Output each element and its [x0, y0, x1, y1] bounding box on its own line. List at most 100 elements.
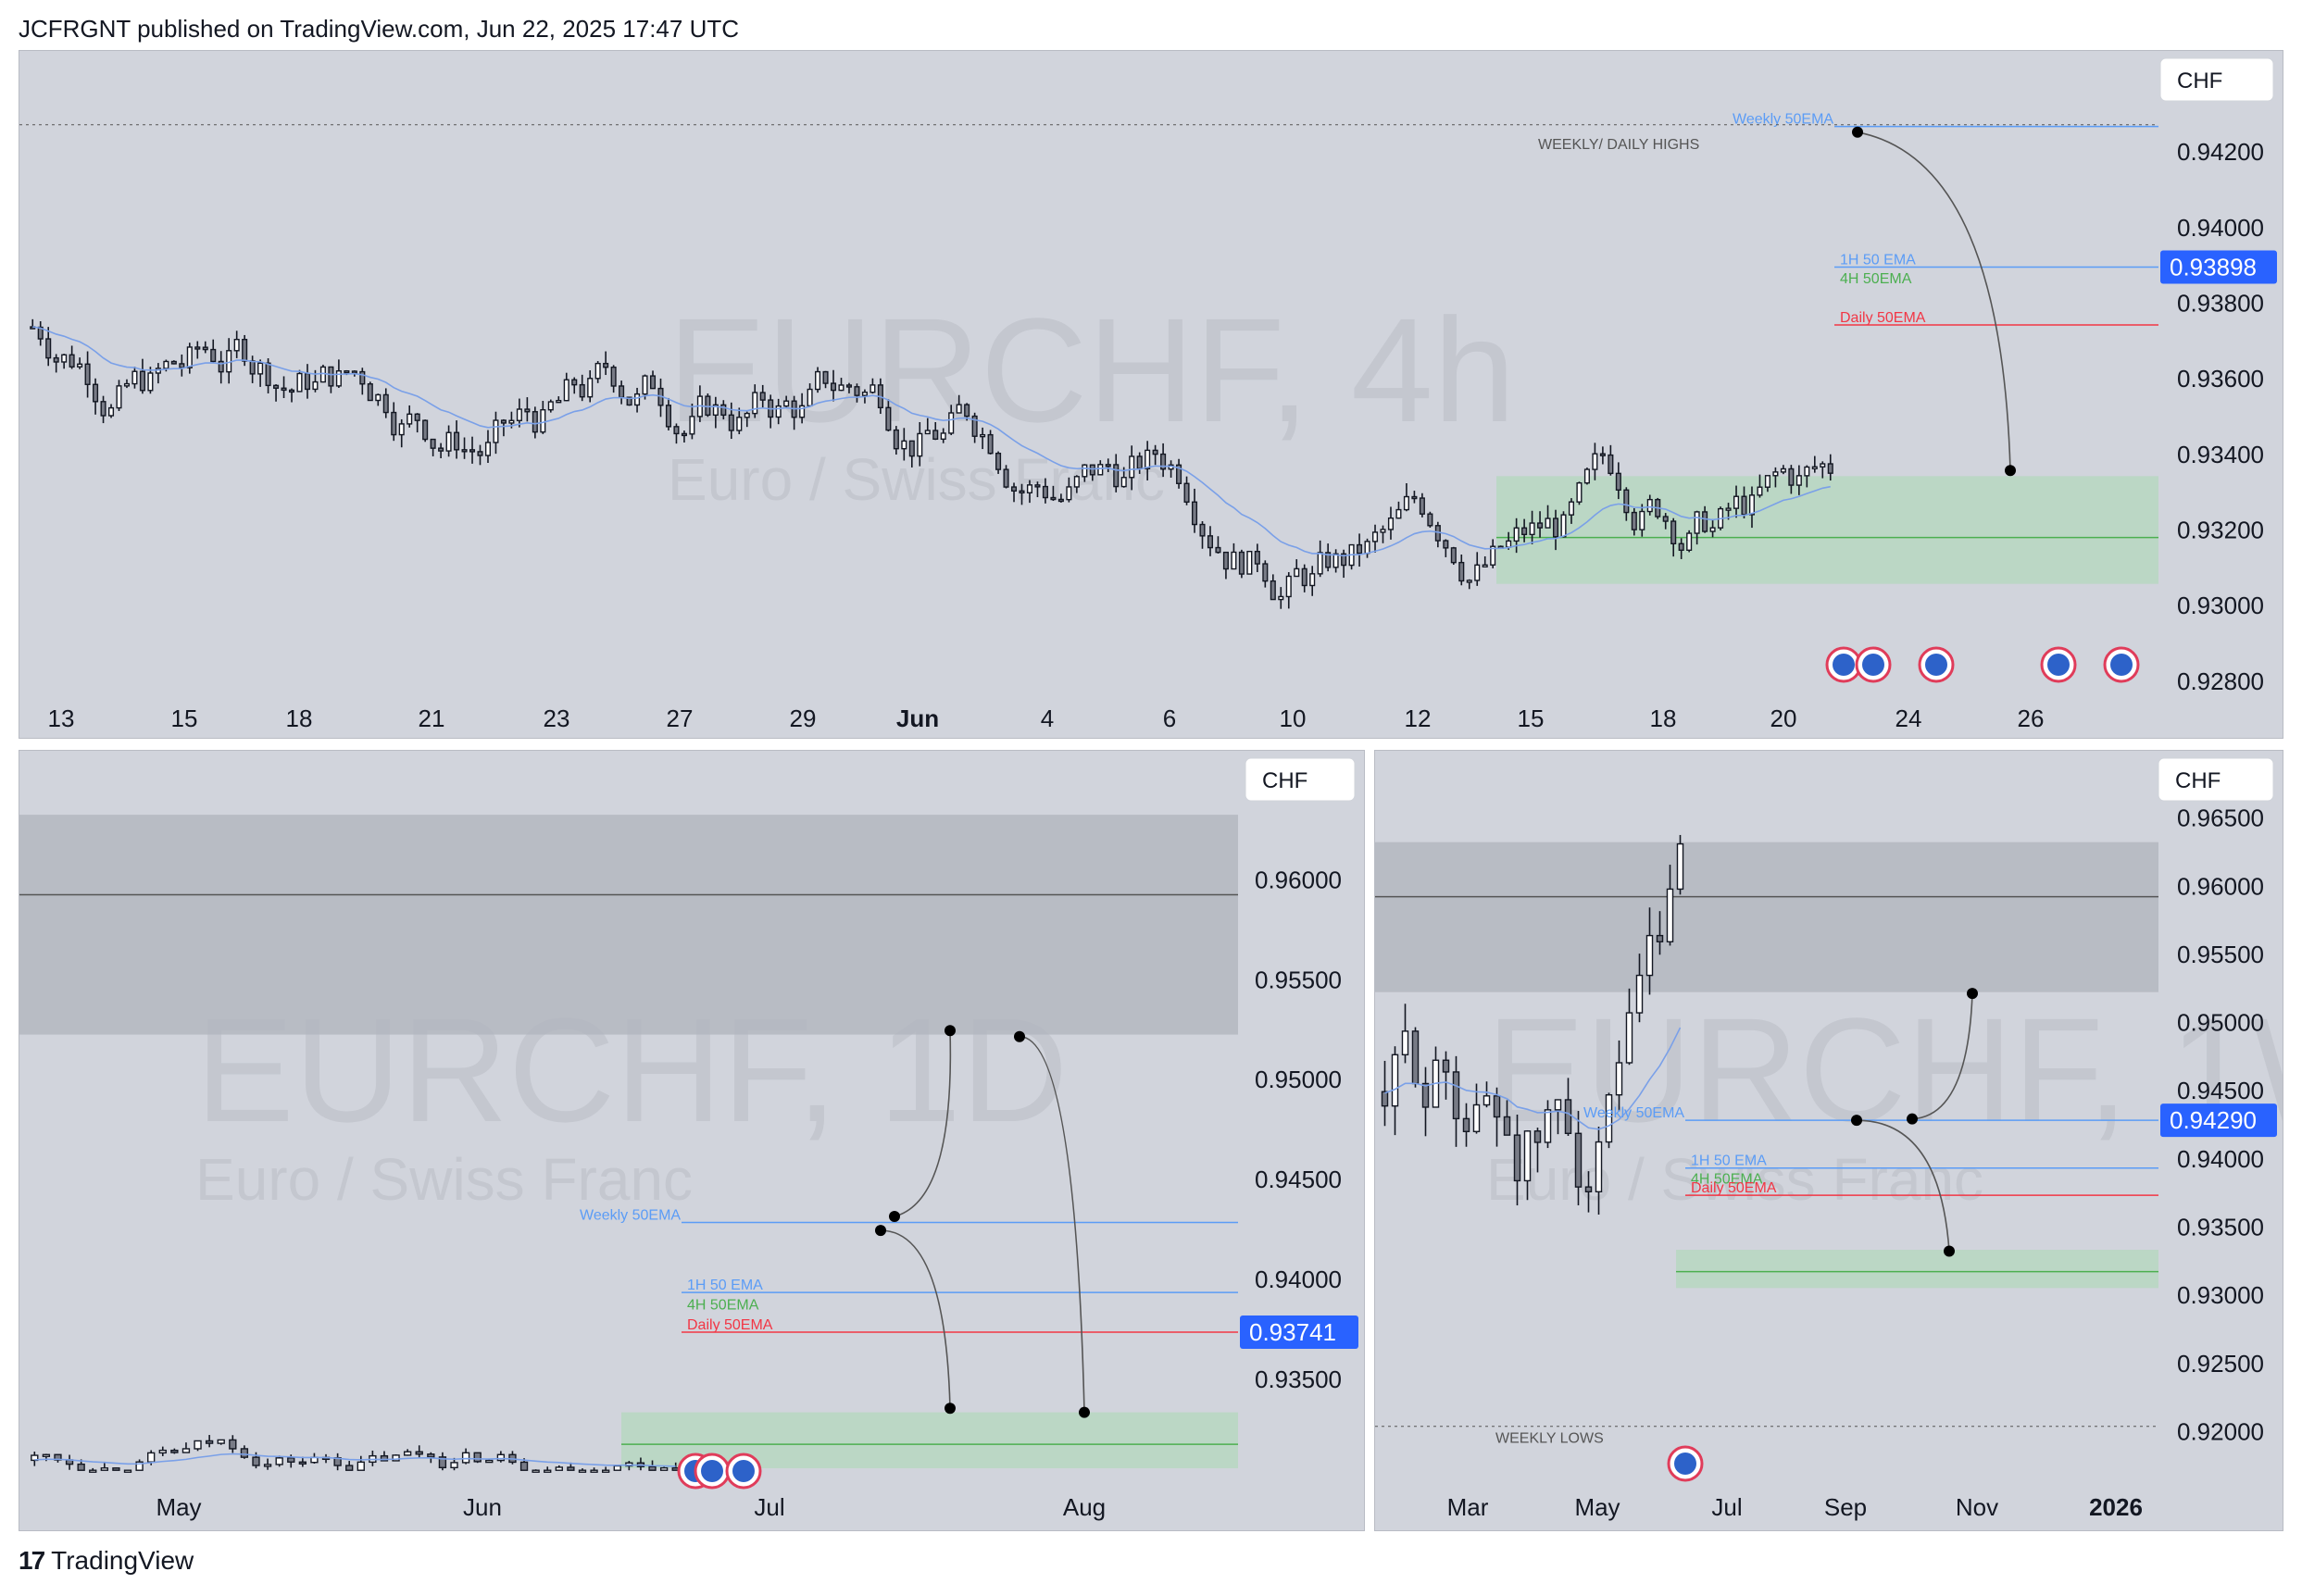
- ema-4h-label: 4H 50EMA: [1691, 1172, 1763, 1188]
- price-tick-label: 0.95000: [1255, 1066, 1342, 1093]
- candle: [1010, 482, 1018, 503]
- candle: [186, 343, 193, 374]
- candle: [556, 396, 562, 404]
- candle: [1795, 465, 1802, 495]
- candle: [438, 443, 444, 459]
- candle: [1513, 517, 1520, 554]
- candle: [473, 1452, 482, 1464]
- chart-panel-4h[interactable]: EURCHF, 4h Euro / Swiss Franc Weekly 50EMA…: [19, 50, 2283, 739]
- projection-arrow-up: [894, 1030, 952, 1217]
- candle: [31, 1452, 39, 1466]
- candle: [783, 395, 790, 407]
- candle: [61, 354, 68, 369]
- candle: [1595, 1127, 1603, 1216]
- candle: [1574, 1111, 1583, 1205]
- candle: [403, 1449, 412, 1456]
- last-price-label: 0.93898: [2170, 254, 2257, 281]
- candle: [1748, 486, 1756, 529]
- candle: [1176, 458, 1182, 489]
- candle: [1544, 1100, 1552, 1149]
- candle: [1552, 509, 1559, 551]
- candle: [304, 364, 311, 399]
- projection-arrow-long-end: [1079, 1406, 1090, 1418]
- candle: [229, 1435, 237, 1453]
- candle: [1066, 477, 1072, 503]
- candle: [885, 399, 892, 432]
- candle: [1294, 559, 1300, 578]
- projection-arrow-up-end: [945, 1025, 956, 1037]
- candle: [1364, 538, 1370, 558]
- candle: [659, 1466, 669, 1471]
- candle: [1432, 1046, 1440, 1108]
- time-tick-label: 12: [1405, 704, 1432, 732]
- time-axis: May Jun Jul Aug: [156, 1493, 1106, 1521]
- candle: [333, 1453, 342, 1471]
- ema-4h-label: 4H 50EMA: [687, 1297, 759, 1313]
- price-tick-label: 0.93600: [2177, 365, 2264, 393]
- candle: [218, 351, 224, 384]
- time-tick-label: Jul: [1711, 1493, 1742, 1521]
- candle: [689, 404, 695, 440]
- candle: [532, 1469, 540, 1473]
- candle: [147, 367, 154, 394]
- candle: [1483, 1081, 1491, 1108]
- candle: [712, 396, 719, 429]
- candle: [1042, 478, 1048, 504]
- candle: [870, 378, 876, 394]
- price-tick-label: 0.93000: [2177, 592, 2264, 619]
- candle: [1625, 988, 1633, 1066]
- price-axis: 0.94200 0.94000 0.93800 0.93600 0.93400 0.932…: [2177, 138, 2264, 695]
- candle: [45, 327, 52, 367]
- candle: [1380, 525, 1386, 543]
- daily-ema-label: Daily 50EMA: [687, 1317, 773, 1333]
- price-axis: 0.96500 0.96000 0.95500 0.95000 0.94500 0.940…: [2177, 804, 2264, 1446]
- time-tick-label: 18: [286, 704, 313, 732]
- footer-brand[interactable]: 17 TradingView: [19, 1546, 194, 1576]
- candle: [1325, 543, 1332, 572]
- candle: [1395, 501, 1402, 519]
- candle: [1421, 1066, 1430, 1137]
- candle: [1635, 954, 1644, 1023]
- candle: [242, 334, 248, 367]
- candle: [170, 360, 177, 365]
- economic-events: [1667, 1445, 1704, 1482]
- last-price-label: 0.94290: [2170, 1106, 2257, 1134]
- candle: [1709, 518, 1716, 538]
- currency-label: CHF: [1262, 768, 1307, 793]
- candle: [1034, 481, 1041, 498]
- price-tick-label: 0.96000: [1255, 866, 1342, 893]
- candle: [1152, 444, 1158, 466]
- chart-panel-1d[interactable]: EURCHF, 1D Euro / Swiss Franc Weekly 50EMA…: [19, 750, 1365, 1531]
- candle: [1592, 443, 1598, 480]
- candle: [1371, 524, 1379, 553]
- candle: [93, 378, 99, 415]
- candle: [328, 366, 334, 393]
- candle: [1605, 1092, 1613, 1149]
- candle: [1623, 487, 1630, 521]
- time-tick-label: 20: [1770, 704, 1797, 732]
- candle: [1608, 444, 1614, 476]
- lows-label: WEEKLY LOWS: [1495, 1431, 1604, 1447]
- candle: [205, 1435, 214, 1448]
- weekly-ema-label: Weekly 50EMA: [1733, 112, 1833, 128]
- candle: [1564, 1078, 1572, 1136]
- candle: [469, 436, 476, 464]
- candle: [477, 444, 483, 466]
- candle: [415, 1445, 423, 1458]
- candle: [112, 1467, 120, 1471]
- candle: [1615, 1040, 1623, 1112]
- projection-arrow-up-end: [1967, 988, 1978, 1000]
- daily-ema-label: Daily 50EMA: [1691, 1180, 1777, 1196]
- time-tick-label: 21: [419, 704, 445, 732]
- supply-zone: [19, 815, 1238, 1035]
- candle: [288, 388, 295, 403]
- candle: [579, 374, 585, 402]
- eu-flag-icon: [2047, 654, 2070, 676]
- subtitle-watermark: Euro / Swiss Franc: [195, 1146, 693, 1213]
- currency-box: [2158, 757, 2274, 802]
- candle: [924, 418, 931, 435]
- candle: [1199, 521, 1206, 549]
- candle: [1639, 504, 1645, 537]
